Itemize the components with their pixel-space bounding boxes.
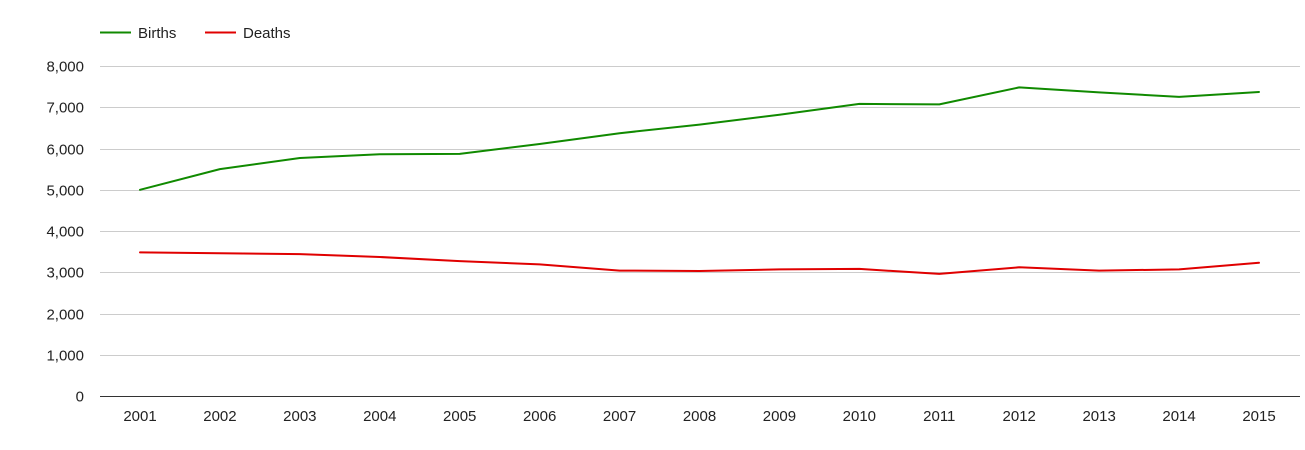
x-tick-label: 2005 [443,408,476,425]
x-tick-label: 2009 [763,408,796,425]
x-tick-label: 2006 [523,408,556,425]
series-lines [139,86,1260,275]
y-tick-label: 4,000 [46,224,84,241]
x-tick-label: 2011 [923,408,955,425]
x-tick-label: 2004 [363,408,396,425]
series-line-births [139,86,1260,191]
legend: Births Deaths [100,25,291,42]
y-tick-label: 2,000 [46,307,84,324]
legend-label: Births [138,25,176,42]
y-tick-label: 5,000 [46,183,84,200]
x-axis-tick-labels: 2001 2002 2003 2004 2005 2006 2007 2008 2009 2010… [123,408,1275,425]
legend-item-births[interactable]: Births [100,25,176,42]
x-tick-label: 2014 [1162,408,1195,425]
x-tick-label: 2013 [1082,408,1115,425]
y-tick-label: 8,000 [46,59,84,76]
x-tick-label: 2002 [203,408,236,425]
y-tick-label: 1,000 [46,348,84,365]
x-tick-label: 2012 [1003,408,1036,425]
y-tick-label: 6,000 [46,142,84,159]
x-tick-label: 2008 [683,408,716,425]
x-tick-label: 2010 [843,408,876,425]
y-tick-label: 3,000 [46,265,84,282]
legend-item-deaths[interactable]: Deaths [205,25,291,42]
x-tick-label: 2015 [1242,408,1275,425]
x-tick-label: 2003 [283,408,316,425]
y-tick-label: 7,000 [46,100,84,117]
x-tick-label: 2007 [603,408,636,425]
gridlines [100,66,1300,397]
legend-label: Deaths [243,25,291,42]
y-tick-label: 0 [76,389,84,406]
x-tick-label: 2001 [123,408,156,425]
series-line-deaths [139,251,1260,275]
y-axis-tick-labels: 0 1,000 2,000 3,000 4,000 5,000 6,000 7,000 8,00… [46,59,84,406]
